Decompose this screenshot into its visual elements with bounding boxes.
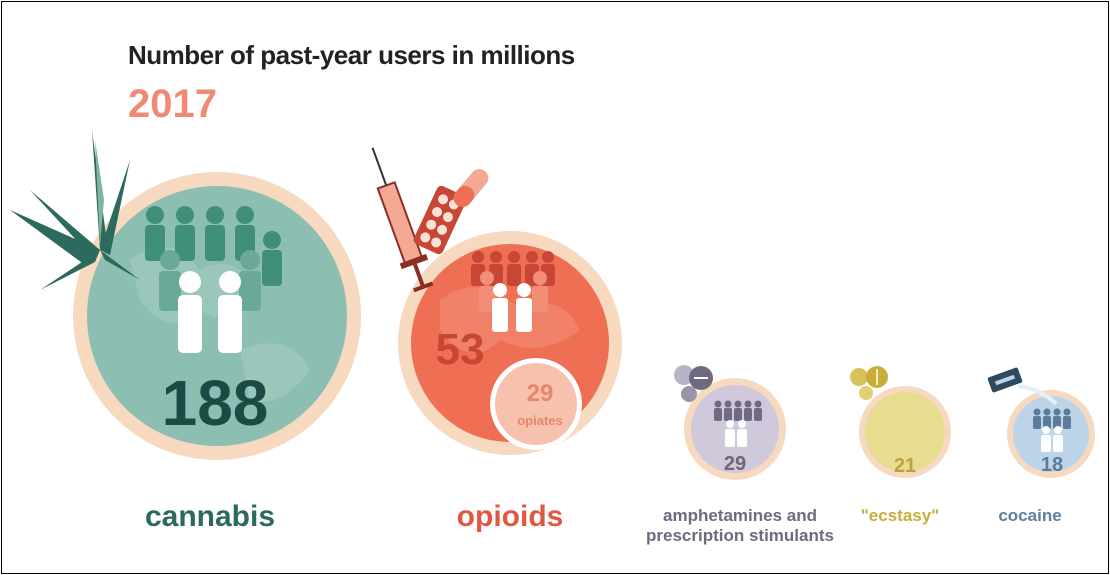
cannabis-label: cannabis — [144, 500, 276, 533]
ecstasy-tablets-icon — [850, 366, 888, 400]
razor-blade-icon — [987, 367, 1058, 406]
chart-title: Number of past-year users in millions — [128, 40, 575, 70]
amphetamines-value: 29 — [723, 453, 747, 475]
amphetamines-label: amphetamines and prescription stimulants — [630, 506, 850, 546]
ecstasy-bubble — [859, 386, 951, 478]
cocaine-value: 18 — [1040, 454, 1064, 476]
cocaine-label: cocaine — [998, 506, 1062, 525]
ecstasy-label: "ecstasy" — [860, 506, 940, 525]
cannabis-value: 188 — [161, 367, 269, 439]
opiates-label: opiates — [517, 413, 563, 428]
cocaine-bubble — [1007, 390, 1095, 478]
ecstasy-value: 21 — [893, 455, 917, 477]
opioids-value: 53 — [435, 325, 485, 374]
syringe-icon — [371, 147, 434, 293]
opiates-value: 29 — [526, 380, 554, 407]
capsule-icon — [453, 169, 489, 207]
cannabis-leaf-icon — [10, 130, 140, 290]
opioids-people-icon — [471, 251, 555, 332]
cannabis-people-icon — [145, 206, 282, 353]
opioids-bubble — [398, 231, 622, 455]
tablets-icon — [674, 365, 713, 402]
chart-year: 2017 — [128, 82, 217, 126]
opioids-label: opioids — [456, 500, 564, 533]
amphetamines-label-line2: prescription stimulants — [646, 526, 834, 545]
amphetamines-label-line1: amphetamines and — [663, 506, 817, 525]
pill-blister-icon — [413, 185, 467, 255]
cocaine-people-icon — [1033, 408, 1071, 452]
amphetamines-people-icon — [714, 400, 762, 447]
